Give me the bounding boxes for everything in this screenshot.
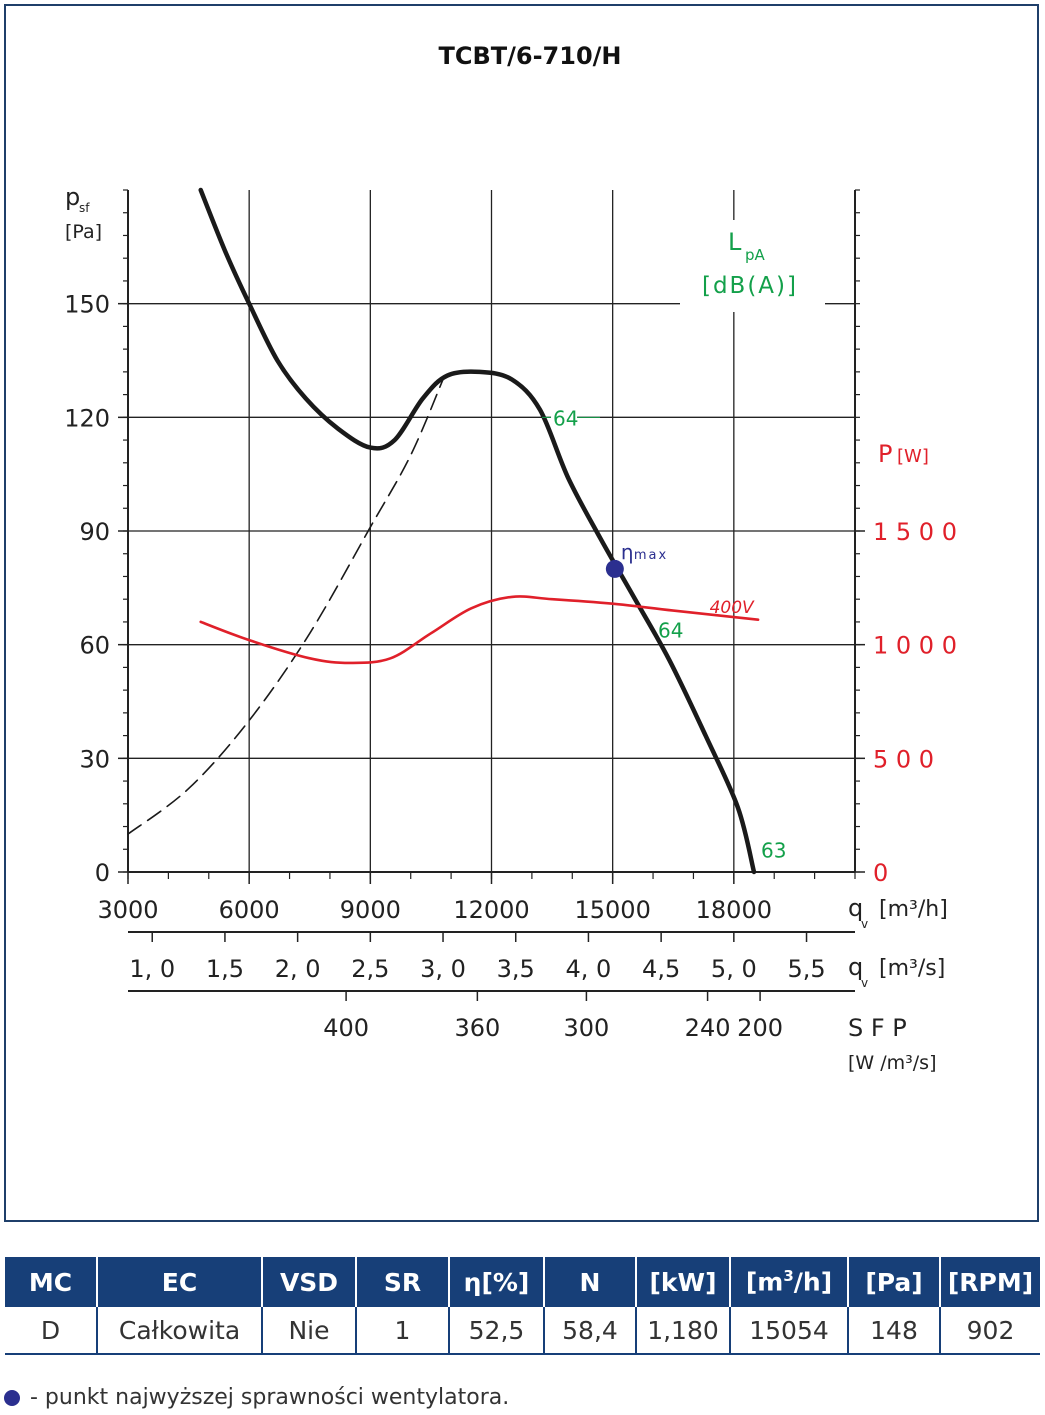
x-sfp-tick-label: 360 <box>454 1014 500 1042</box>
axes: 0 30 60 90 120 150 psf [Pa] 0 5 0 0 1 0 0 0 1 5 0 0… <box>64 183 957 1074</box>
efficiency-label: η <box>621 540 634 564</box>
y-tick-label: 30 <box>79 745 110 773</box>
chart-frame <box>4 4 1039 1222</box>
x-sfp-axis-unit: [W /m³/s] <box>848 1052 936 1074</box>
y-right-tick-label: 0 <box>873 859 888 887</box>
y-right-tick-label: 5 0 0 <box>873 745 934 773</box>
grid <box>127 190 855 873</box>
y-axis-unit: [Pa] <box>65 221 102 243</box>
table-header-cell: [m3/h] <box>730 1257 849 1307</box>
table-cell: D <box>5 1307 98 1355</box>
table-cell: 148 <box>848 1307 941 1355</box>
power-curve-400v <box>199 595 760 665</box>
pressure-curve <box>198 187 757 875</box>
efficiency-label-sub: max <box>634 548 668 563</box>
table-cell: 1,180 <box>636 1307 731 1355</box>
spec-table: MC EC VSD SR η[%] N [kW] [m3/h] [Pa] [RPM] D Całko… <box>5 1257 1040 1355</box>
lpa-label-background <box>680 220 825 312</box>
y-tick-label: 90 <box>79 518 110 546</box>
x-sfp-tick-label: 400 <box>323 1014 369 1042</box>
x-m3s-tick-label: 2, 0 <box>275 955 321 983</box>
table-header-cell: VSD <box>262 1257 357 1307</box>
x-m3s-tick-label: 2,5 <box>351 955 389 983</box>
chart-title: TCBT/6-710/H <box>438 42 621 70</box>
table-header-cell: η[%] <box>449 1257 545 1307</box>
table-cell: 58,4 <box>544 1307 637 1355</box>
x-m3s-tick-label: 3, 0 <box>420 955 466 983</box>
y-axis-label: p <box>65 183 80 211</box>
y-axis-label-sub: sf <box>79 201 90 215</box>
x-m3s-tick-label: 4,5 <box>642 955 680 983</box>
table-cell: 52,5 <box>449 1307 545 1355</box>
lpa-label: L <box>728 228 742 256</box>
system-resistance-curve <box>127 378 444 835</box>
x-m3s-tick-label: 4, 0 <box>566 955 612 983</box>
y-right-tick-label: 1 0 0 0 <box>873 632 957 660</box>
x-m3s-axis-label-sub: v <box>861 976 868 990</box>
table-header-cell: SR <box>356 1257 450 1307</box>
x-m3s-tick-label: 1, 0 <box>129 955 175 983</box>
table-header-cell: MC <box>5 1257 98 1307</box>
table-cell: Całkowita <box>97 1307 263 1355</box>
table-cell: Nie <box>262 1307 357 1355</box>
x-tick-label: 9000 <box>340 896 401 924</box>
table-header-row: MC EC VSD SR η[%] N [kW] [m3/h] [Pa] [RPM] <box>5 1257 1040 1307</box>
footnote-text: - punkt najwyższej sprawności wentylator… <box>30 1385 510 1410</box>
table-cell: 15054 <box>730 1307 849 1355</box>
lpa-label-unit: [dB(A)] <box>702 273 798 299</box>
footnote: - punkt najwyższej sprawności wentylator… <box>4 1385 509 1410</box>
sound-level-label: 64 <box>658 619 683 643</box>
x-tick-label: 6000 <box>219 896 280 924</box>
x-tick-label: 3000 <box>97 896 158 924</box>
y-right-tick-label: 1 5 0 0 <box>873 518 957 546</box>
x-axis-unit: [m³/h] <box>879 897 948 922</box>
table-header-cell: EC <box>97 1257 263 1307</box>
y-right-axis-unit: [W] <box>897 446 929 467</box>
x-sfp-axis-label: S F P <box>848 1014 907 1042</box>
x-m3s-tick-label: 3,5 <box>497 955 535 983</box>
labels-layer: 64 64 63 400V L pA [dB(A)] η max <box>542 228 798 862</box>
table-header-cell: [RPM] <box>940 1257 1040 1307</box>
y-right-axis-label: P <box>878 440 892 468</box>
y-tick-label: 0 <box>95 859 110 887</box>
lpa-label-sub: pA <box>745 246 766 264</box>
x-axis-label: q <box>848 894 863 922</box>
efficiency-dot-icon <box>4 1389 20 1406</box>
table-cell: 1 <box>356 1307 450 1355</box>
x-m3s-tick-label: 1,5 <box>206 955 244 983</box>
table-cell: 902 <box>940 1307 1040 1355</box>
series-layer <box>127 187 760 875</box>
voltage-label: 400V <box>710 598 755 618</box>
x-m3s-tick-label: 5, 0 <box>711 955 757 983</box>
table-row: D Całkowita Nie 1 52,5 58,4 1,180 15054 148 902 <box>5 1307 1040 1355</box>
y-tick-label: 120 <box>64 404 110 432</box>
x-sfp-tick-label: 240 <box>685 1014 731 1042</box>
table-header-cell: [Pa] <box>848 1257 941 1307</box>
sound-level-label: 64 <box>553 406 578 430</box>
x-sfp-tick-label: 200 <box>737 1014 783 1042</box>
y-tick-label: 60 <box>79 632 110 660</box>
lpa-label-bg <box>551 406 578 429</box>
x-sfp-tick-label: 300 <box>564 1014 610 1042</box>
y-tick-label: 150 <box>64 291 110 319</box>
x-m3s-tick-label: 5,5 <box>787 955 825 983</box>
efficiency-point <box>605 559 624 578</box>
performance-chart: TCBT/6-710/H 0 30 60 90 120 150 psf [Pa] 0 5 0 0 1… <box>64 42 957 1074</box>
table-header-cell: [kW] <box>636 1257 731 1307</box>
table-header-cell: N <box>544 1257 637 1307</box>
x-tick-label: 18000 <box>696 896 772 924</box>
x-tick-label: 15000 <box>574 896 650 924</box>
x-axis-label-sub: v <box>861 917 868 931</box>
x-m3s-axis-unit: [m³/s] <box>879 956 945 981</box>
x-m3s-axis-label: q <box>848 953 863 981</box>
sound-level-label: 63 <box>761 838 786 862</box>
x-tick-label: 12000 <box>453 896 529 924</box>
